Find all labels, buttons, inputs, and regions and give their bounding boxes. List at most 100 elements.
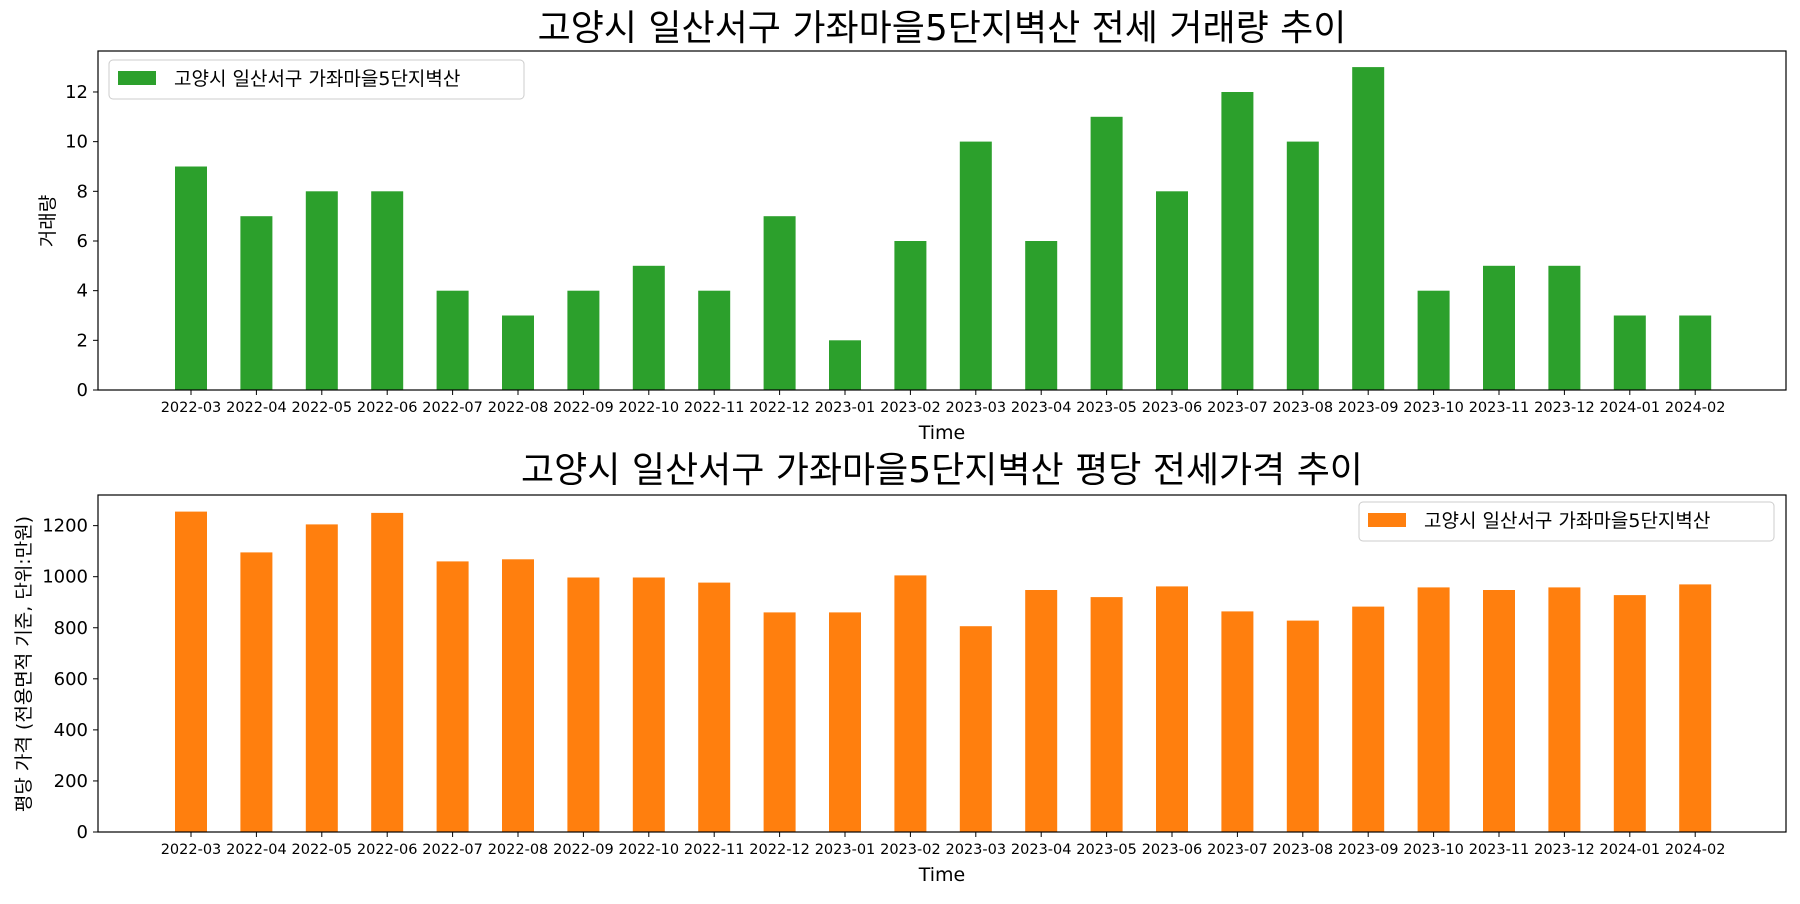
- bar-group: [175, 67, 1712, 391]
- price-chart: 고양시 일산서구 가좌마을5단지벽산 평당 전세가격 추이 Time 평당 가격…: [13, 450, 1787, 886]
- x-tick-label: 2022-09: [553, 400, 614, 416]
- x-tick-label: 2022-07: [422, 400, 483, 416]
- legend-label: 고양시 일산서구 가좌마을5단지벽산: [1424, 510, 1710, 532]
- x-tick-label: 2022-06: [357, 400, 418, 416]
- x-tick-label: 2022-08: [488, 400, 549, 416]
- bar-2023-09: [1352, 67, 1385, 390]
- y-tick-label: 800: [54, 618, 88, 639]
- bar-2022-05: [305, 524, 338, 832]
- bar-2023-07: [1221, 611, 1254, 832]
- x-tick-label: 2023-06: [1142, 400, 1203, 416]
- y-axis-label: 평당 가격 (전용면적 기준, 단위:만원): [13, 516, 35, 812]
- bar-2022-08: [502, 559, 534, 832]
- legend-frame: [108, 59, 525, 100]
- x-tick-label: 2023-03: [946, 400, 1007, 416]
- y-tick-label: 1000: [42, 567, 88, 588]
- x-tick-label: 2023-02: [880, 842, 941, 858]
- y-tick-label: 8: [77, 181, 88, 202]
- bar-2022-09: [567, 577, 600, 832]
- x-tick-label: 2023-06: [1142, 842, 1203, 858]
- y-tick-label: 6: [77, 231, 88, 252]
- x-tick-label: 2023-10: [1403, 400, 1464, 416]
- y-tick-label: 2: [77, 330, 88, 351]
- plot-frame: [97, 494, 1787, 833]
- x-tick-label: 2023-09: [1338, 842, 1399, 858]
- x-tick-label: 2024-02: [1665, 400, 1726, 416]
- x-tick-label: 2023-04: [1011, 400, 1072, 416]
- x-tick-label: 2024-02: [1665, 842, 1726, 858]
- bar-2023-07: [1221, 92, 1254, 390]
- bar-2023-05: [1090, 116, 1123, 391]
- x-axis: 2022-03 2022-04 2022-05 2022-06 2022-07 2022-…: [161, 832, 1726, 858]
- bar-2023-02: [894, 575, 927, 832]
- x-tick-label: 2022-11: [684, 400, 745, 416]
- bar-2022-11: [698, 290, 731, 390]
- x-tick-label: 2022-12: [749, 842, 810, 858]
- bar-2022-10: [632, 265, 665, 390]
- x-tick-label: 2023-07: [1207, 400, 1268, 416]
- y-axis-label: 거래량: [37, 195, 59, 247]
- x-tick-label: 2023-10: [1403, 842, 1464, 858]
- x-tick-label: 2023-11: [1469, 842, 1530, 858]
- y-tick-label: 4: [77, 281, 88, 302]
- bar-2022-08: [502, 315, 534, 390]
- bar-2022-12: [763, 612, 796, 832]
- y-axis: 0 200 400 600 800 1000 1200: [42, 516, 98, 843]
- legend: 고양시 일산서구 가좌마을5단지벽산: [108, 59, 525, 100]
- legend: 고양시 일산서구 가좌마을5단지벽산: [1358, 501, 1775, 542]
- x-tick-label: 2022-07: [422, 842, 483, 858]
- x-tick-label: 2022-11: [684, 842, 745, 858]
- bar-2024-02: [1679, 315, 1712, 390]
- bar-2022-06: [371, 191, 404, 390]
- bar-2022-03: [175, 511, 207, 832]
- x-tick-label: 2023-12: [1534, 842, 1595, 858]
- legend-swatch: [118, 71, 156, 85]
- x-tick-label: 2022-09: [553, 842, 614, 858]
- y-tick-label: 400: [54, 720, 88, 741]
- x-tick-label: 2023-07: [1207, 842, 1268, 858]
- bar-2024-02: [1679, 584, 1712, 832]
- bar-2023-09: [1352, 606, 1385, 832]
- bar-2023-06: [1156, 191, 1188, 390]
- bar-2024-01: [1613, 315, 1646, 390]
- bar-2023-01: [829, 612, 861, 832]
- bar-2022-05: [305, 191, 338, 390]
- bar-2023-10: [1417, 587, 1450, 832]
- bar-2023-01: [829, 340, 861, 390]
- x-tick-label: 2022-05: [292, 842, 353, 858]
- bar-2023-06: [1156, 586, 1188, 832]
- bar-2023-11: [1483, 265, 1515, 390]
- bar-2023-08: [1286, 620, 1319, 832]
- x-tick-label: 2022-08: [488, 842, 549, 858]
- x-tick-label: 2023-11: [1469, 400, 1530, 416]
- bar-2022-10: [632, 577, 665, 832]
- bar-2023-04: [1025, 590, 1058, 832]
- x-tick-label: 2022-03: [161, 842, 222, 858]
- x-tick-label: 2024-01: [1600, 400, 1661, 416]
- x-tick-label: 2022-03: [161, 400, 222, 416]
- y-tick-label: 0: [77, 380, 88, 401]
- x-tick-label: 2023-03: [946, 842, 1007, 858]
- bar-2023-10: [1417, 290, 1450, 390]
- x-tick-label: 2023-04: [1011, 842, 1072, 858]
- x-tick-label: 2023-05: [1076, 400, 1137, 416]
- y-axis: 0 2 4 6 8 10 12: [65, 82, 98, 401]
- legend-frame: [1358, 501, 1775, 542]
- legend-label: 고양시 일산서구 가좌마을5단지벽산: [174, 68, 460, 90]
- x-tick-label: 2023-09: [1338, 400, 1399, 416]
- bar-2023-08: [1286, 141, 1319, 390]
- y-tick-label: 200: [54, 771, 88, 792]
- bar-2022-03: [175, 166, 207, 390]
- x-tick-label: 2022-12: [749, 400, 810, 416]
- bar-2023-12: [1548, 587, 1581, 832]
- bar-2023-05: [1090, 597, 1123, 832]
- y-tick-label: 0: [77, 822, 88, 843]
- y-tick-label: 12: [65, 82, 88, 103]
- bar-2022-09: [567, 290, 600, 390]
- plot-frame: [97, 50, 1787, 391]
- x-tick-label: 2022-10: [619, 400, 680, 416]
- chart-title: 고양시 일산서구 가좌마을5단지벽산 전세 거래량 추이: [538, 8, 1347, 49]
- chart-title: 고양시 일산서구 가좌마을5단지벽산 평당 전세가격 추이: [521, 450, 1363, 491]
